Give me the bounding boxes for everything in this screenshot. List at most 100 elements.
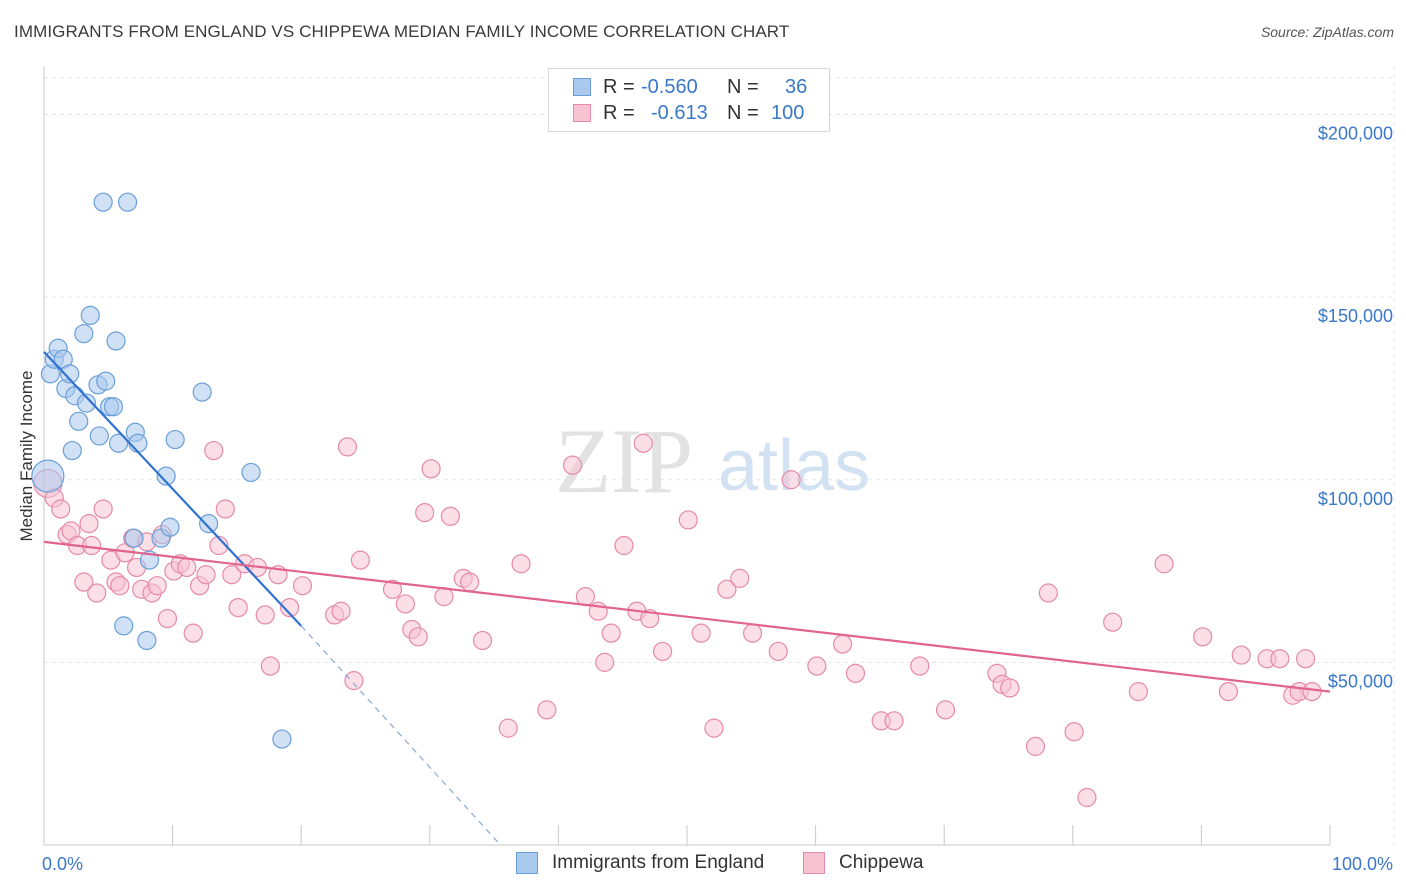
england-point [199,513,219,534]
chippewa-point [183,623,203,643]
england-point [114,616,134,636]
england-point [128,433,148,453]
england-point [272,729,292,749]
chippewa-point [1000,678,1020,698]
chippewa-point [51,499,71,519]
chippewa-point [81,535,102,556]
england-point [241,462,261,483]
watermark: ZIP atlas [555,410,870,512]
chippewa-point [337,437,358,457]
x-tick-label-max: 100.0% [1332,854,1393,874]
chippewa-point [1077,787,1097,808]
chippewa-point [472,630,493,651]
chippewa-point [717,579,737,599]
y-tick-label: $150,000 [1318,306,1393,326]
chippewa-point [87,583,107,603]
x-tick-label-min: 0.0% [42,854,83,874]
chippewa-point [74,572,94,592]
england-point [137,630,157,651]
chippewa-point [742,623,763,643]
chippewa-swatch [573,104,591,122]
chippewa-point [884,711,904,731]
chippewa-point [1270,649,1290,669]
legend-item-england[interactable]: Immigrants from England [516,852,764,874]
england-point [69,411,89,431]
england-point [124,528,144,548]
chippewa-point [228,597,248,618]
chippewa-point [434,587,454,607]
chippewa-point [408,627,428,647]
england-point [156,466,176,486]
chippewa-point [678,510,698,530]
england-r-value: -0.560 [641,75,698,98]
chippewa-point [652,641,673,662]
watermark-atlas: atlas [718,426,870,506]
england-n-value: 36 [785,75,808,98]
n-label: N = [727,75,759,98]
england-point [103,397,124,417]
chippewa-point [1128,681,1148,702]
legend-row-england: R = -0.560 N = 36 [573,75,807,99]
chippewa-point [833,634,853,654]
england-point [165,429,185,450]
chippewa-legend-swatch [803,852,825,874]
chippewa-point [845,663,866,683]
chippewa-point [1231,645,1251,665]
england-legend-label: Immigrants from England [552,852,765,873]
england-point [76,393,97,413]
chippewa-point [704,718,724,738]
source-label: Source: ZipAtlas.com [1260,24,1394,40]
chippewa-point [1193,627,1213,647]
chippewa-point [177,557,197,578]
chippewa-point [350,550,370,570]
chippewa-point [781,470,801,490]
chippewa-point [910,656,930,676]
legend-row-chippewa: R = -0.613 N = 100 [573,101,804,125]
chippewa-point [79,513,99,534]
england-point [108,433,129,453]
chippewa-point [215,499,235,519]
chippewa-trend-line [43,540,1331,693]
chippewa-point [807,656,827,676]
chart-title: IMMIGRANTS FROM ENGLAND VS CHIPPEWA MEDI… [14,22,790,41]
chippewa-point [331,601,351,621]
chippewa-point [1064,722,1084,742]
chippewa-n-value: 100 [771,101,805,124]
stats-legend: R = -0.560 N = 36 R = -0.613 N = 100 [548,68,830,132]
chippewa-point [640,608,660,629]
chippewa-r-value: -0.613 [651,101,708,124]
chippewa-point [222,565,242,585]
england-point [62,440,82,461]
chippewa-point [196,565,216,585]
n-label: N = [727,101,759,124]
y-axis-label: Median Family Income [17,370,36,541]
chippewa-point [344,671,364,691]
chippewa-point [1218,681,1239,702]
chippewa-point [204,440,224,461]
chippewa-point [614,535,634,556]
y-tick-label: $200,000 [1318,124,1393,144]
england-point [31,459,65,493]
chippewa-point [601,623,621,643]
chippewa-point [93,499,113,519]
chippewa-point [633,433,653,453]
chippewa-point [395,594,415,614]
chippewa-point [1295,649,1316,669]
england-point [89,426,109,446]
chippewa-point [382,579,403,599]
legend-item-chippewa[interactable]: Chippewa [803,852,924,874]
england-trend-line [43,351,303,627]
chippewa-point [421,459,441,479]
chippewa-point [147,576,167,596]
chippewa-point [1025,736,1046,756]
chippewa-point [562,455,583,475]
chippewa-point [157,608,178,629]
chippewa-point [460,572,480,592]
chippewa-point [1154,554,1174,574]
chippewa-point [575,587,596,607]
r-label: R = [603,75,635,98]
chippewa-point [415,503,435,523]
england-point [160,517,180,537]
chippewa-point [1103,612,1123,632]
chippewa-legend-label: Chippewa [839,852,924,873]
